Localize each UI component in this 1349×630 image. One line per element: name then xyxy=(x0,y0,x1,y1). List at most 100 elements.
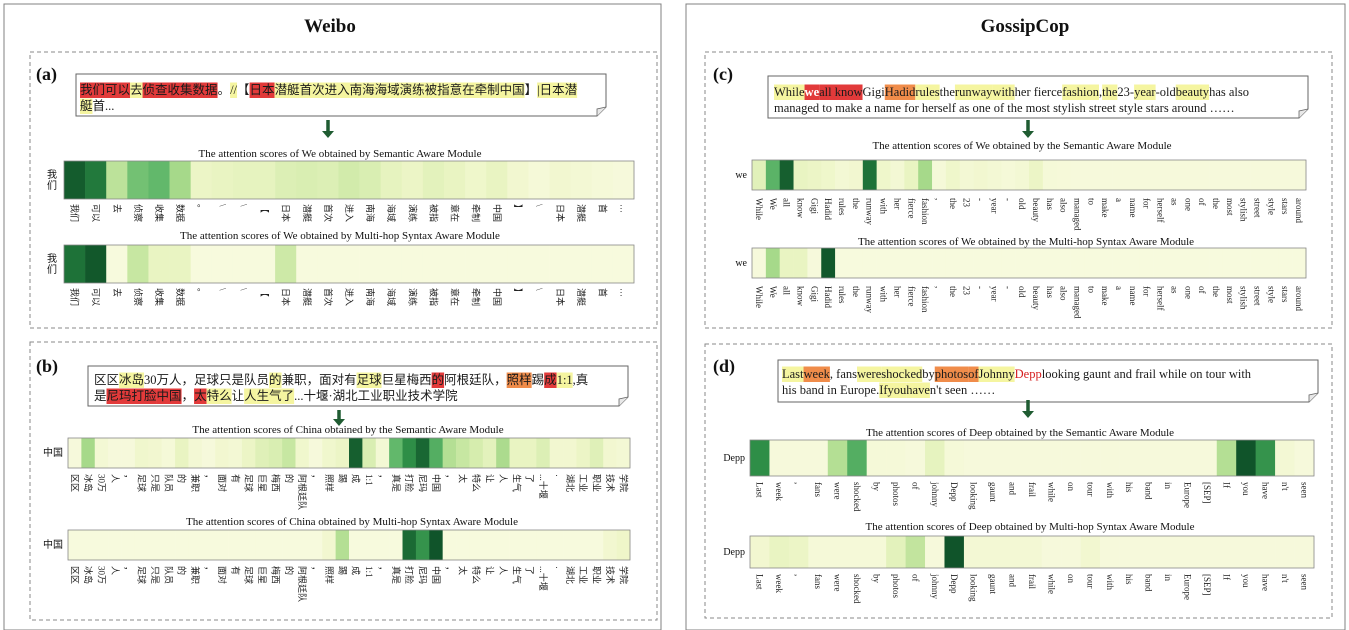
token-highlight xyxy=(506,372,532,388)
heatmap-title: The attention scores of We obtained by M… xyxy=(180,230,500,242)
panel-frame xyxy=(3,3,662,630)
heatmap-cell xyxy=(890,248,905,278)
heatmap-cell xyxy=(589,438,604,468)
token-highlight xyxy=(856,366,882,382)
token-tick-label: runway xyxy=(865,198,875,225)
heatmap-cell xyxy=(296,245,318,283)
token-tick-label: Depp xyxy=(949,574,959,594)
heatmap-cell xyxy=(1002,440,1023,476)
token-tick-label: on xyxy=(1066,574,1076,584)
token-tick-label: has xyxy=(1045,198,1055,210)
heatmap-cell xyxy=(401,161,424,199)
heatmap-cell xyxy=(422,161,445,199)
heatmap-cell xyxy=(509,530,524,560)
token-tick-label: street xyxy=(1253,198,1263,218)
heatmap-cell xyxy=(944,440,965,476)
row-label: 我们 xyxy=(47,169,57,192)
token-tick-label: name xyxy=(1128,286,1138,306)
panel-title: Weibo xyxy=(304,16,356,37)
heatmap-cell xyxy=(161,438,176,468)
token-tick-label: band xyxy=(1144,574,1154,592)
heatmap-cell xyxy=(402,438,417,468)
heatmap-cell xyxy=(1084,160,1099,190)
heatmap-cell xyxy=(963,440,984,476)
token-tick-label: 的 xyxy=(177,566,188,575)
heatmap-cell xyxy=(375,438,390,468)
sentence-token: 潜艇首次进入南海海域演练被指意在牵制中国 xyxy=(275,82,525,97)
token-tick-label: 潜艇 xyxy=(302,204,313,222)
heatmap-cell xyxy=(232,245,255,283)
token-tick-label: - xyxy=(1003,286,1013,289)
sentence-token: has also xyxy=(1209,85,1249,99)
heatmap-cell xyxy=(1292,160,1307,190)
heatmap-cell xyxy=(442,438,457,468)
token-tick-label: ， xyxy=(311,566,321,575)
token-tick-label: 湖北 xyxy=(565,566,575,584)
heatmap-cell xyxy=(1278,248,1293,278)
panel-frame xyxy=(685,3,1346,630)
token-tick-label: fierce xyxy=(906,286,916,306)
heatmap-cell xyxy=(576,530,591,560)
section-label: (d) xyxy=(713,356,735,377)
token-tick-label: 人 xyxy=(110,474,120,483)
token-highlight xyxy=(130,82,143,98)
token-tick-label: 进入 xyxy=(344,204,354,222)
sentence-token: his band in Europe. xyxy=(782,383,879,397)
heatmap-cell xyxy=(1084,248,1099,278)
panel-gossipcop: GossipCop (c) While we all know Gigi Hadid… xyxy=(685,3,1346,630)
heatmap-cell xyxy=(959,248,974,278)
heatmap-cell xyxy=(349,530,363,560)
token-tick-label: 尼玛 xyxy=(418,474,428,492)
heatmap-cell xyxy=(335,530,350,560)
token-tick-label: 梅西 xyxy=(270,566,281,584)
token-tick-label: 南海 xyxy=(365,204,376,222)
token-tick-label: If xyxy=(1221,482,1231,488)
token-tick-label: 【 xyxy=(260,204,270,213)
heatmap-cell xyxy=(793,248,808,278)
heatmap-cell xyxy=(563,438,577,468)
token-tick-label: herself xyxy=(1156,286,1166,311)
heatmap-cell xyxy=(68,530,82,560)
heatmap-cell xyxy=(807,160,822,190)
token-tick-label: while xyxy=(1046,574,1056,594)
sentence-token: have xyxy=(906,383,930,397)
heatmap-cell xyxy=(847,536,867,568)
token-tick-label: looking xyxy=(969,482,979,510)
sentence-line: 艇首... xyxy=(80,98,114,114)
token-tick-label: 潜艇 xyxy=(302,288,313,306)
token-tick-label: ， xyxy=(204,566,214,575)
heatmap-cell xyxy=(296,161,318,199)
sentence-line: Last week , fans were shocked by photos … xyxy=(782,366,1252,382)
sentence-token: 日本 xyxy=(250,83,276,97)
token-tick-label: ， xyxy=(444,566,454,575)
heatmap-cell xyxy=(169,245,191,283)
heatmap-cell xyxy=(1250,160,1265,190)
heatmap-cell xyxy=(1098,248,1113,278)
heatmap-title: The attention scores of We obtained by t… xyxy=(858,236,1194,248)
token-tick-label: ， xyxy=(123,566,133,575)
sentence-token: her fierce xyxy=(1015,85,1063,99)
heatmap-cell xyxy=(1195,160,1210,190)
heatmap-cell xyxy=(201,438,216,468)
heatmap-cell xyxy=(228,530,243,560)
token-tick-label: style xyxy=(1266,286,1276,303)
token-tick-label: 数据 xyxy=(175,204,186,222)
token-tick-label: 面对 xyxy=(217,474,228,492)
token-tick-label: 1:1 xyxy=(364,566,374,578)
heatmap-cell xyxy=(362,438,377,468)
token-tick-label: , xyxy=(794,482,804,484)
sentence-token: 23- xyxy=(1117,85,1134,99)
heatmap-cell xyxy=(94,530,109,560)
sentence-token: ， xyxy=(182,389,195,403)
heatmap-cell xyxy=(317,161,339,199)
heatmap-cell xyxy=(108,438,122,468)
token-tick-label: - xyxy=(976,198,986,201)
token-tick-label: one xyxy=(1183,286,1193,299)
heatmap-cell xyxy=(148,530,162,560)
token-highlight xyxy=(884,84,916,100)
token-tick-label: ...十堰 xyxy=(538,474,549,499)
heatmap-border xyxy=(63,244,635,284)
token-tick-label: 的 xyxy=(177,474,188,483)
sentence-token: Last xyxy=(782,367,804,381)
